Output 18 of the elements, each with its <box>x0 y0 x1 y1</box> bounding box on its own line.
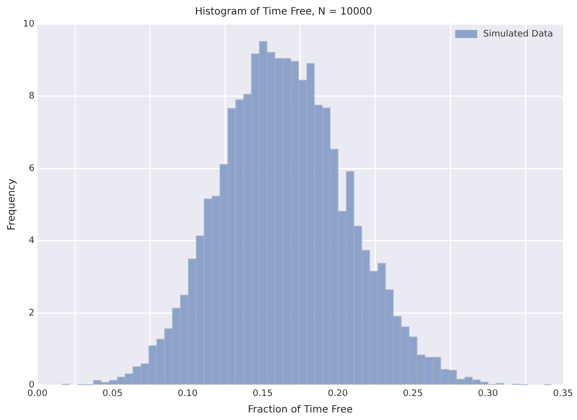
y-tick-label: 0 <box>28 380 35 391</box>
x-tick-label: 0.30 <box>478 388 498 399</box>
x-tick-label: 0.10 <box>178 388 198 399</box>
chart-title: Histogram of Time Free, N = 10000 <box>194 6 372 18</box>
y-tick-label: 4 <box>28 236 35 246</box>
y-tick-label: 8 <box>28 92 35 102</box>
x-tick-label: 0.05 <box>102 388 123 399</box>
x-tick-label: 0.15 <box>252 388 273 399</box>
x-tick-label: 0.35 <box>552 388 574 399</box>
y-tick-label: 6 <box>28 164 35 174</box>
x-tick-label: 0.20 <box>328 388 348 399</box>
x-tick-label: 0.00 <box>27 388 48 399</box>
legend-label: Simulated Data <box>483 29 554 40</box>
y-tick-label: 10 <box>23 19 35 30</box>
x-tick-label: 0.25 <box>402 388 423 399</box>
y-axis-title: Frequency <box>6 178 18 230</box>
y-tick-label: 2 <box>28 308 34 318</box>
x-axis-title: Fraction of Time Free <box>248 404 353 416</box>
